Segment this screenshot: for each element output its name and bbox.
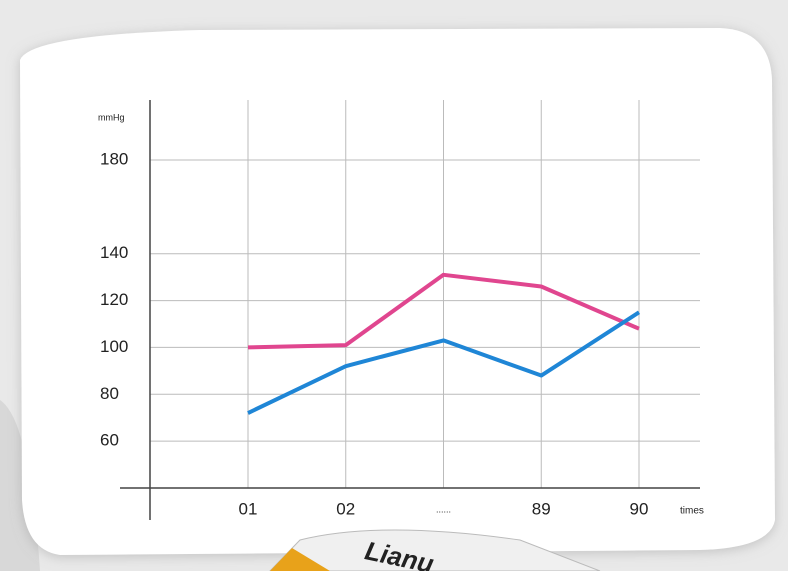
y-tick-label: 180 bbox=[100, 149, 128, 168]
y-tick-label: 80 bbox=[100, 384, 119, 403]
series-line bbox=[247, 272, 640, 350]
y-axis-label: mmHg bbox=[98, 112, 125, 122]
x-tick-label: 89 bbox=[532, 499, 551, 518]
y-tick-label: 140 bbox=[100, 243, 128, 262]
card bbox=[20, 28, 775, 555]
y-tick-label: 60 bbox=[100, 431, 119, 450]
y-tick-label: 100 bbox=[100, 337, 128, 356]
x-tick-label: ...... bbox=[436, 504, 451, 514]
x-axis-label: times bbox=[680, 506, 704, 517]
pillbox-stripe bbox=[270, 548, 330, 571]
pillbox bbox=[269, 529, 601, 571]
x-tick-label: 01 bbox=[239, 499, 258, 518]
x-tick-label: 90 bbox=[630, 499, 649, 518]
y-tick-label: 120 bbox=[100, 290, 128, 309]
x-tick-label: 02 bbox=[336, 499, 355, 518]
series-line bbox=[247, 310, 641, 415]
